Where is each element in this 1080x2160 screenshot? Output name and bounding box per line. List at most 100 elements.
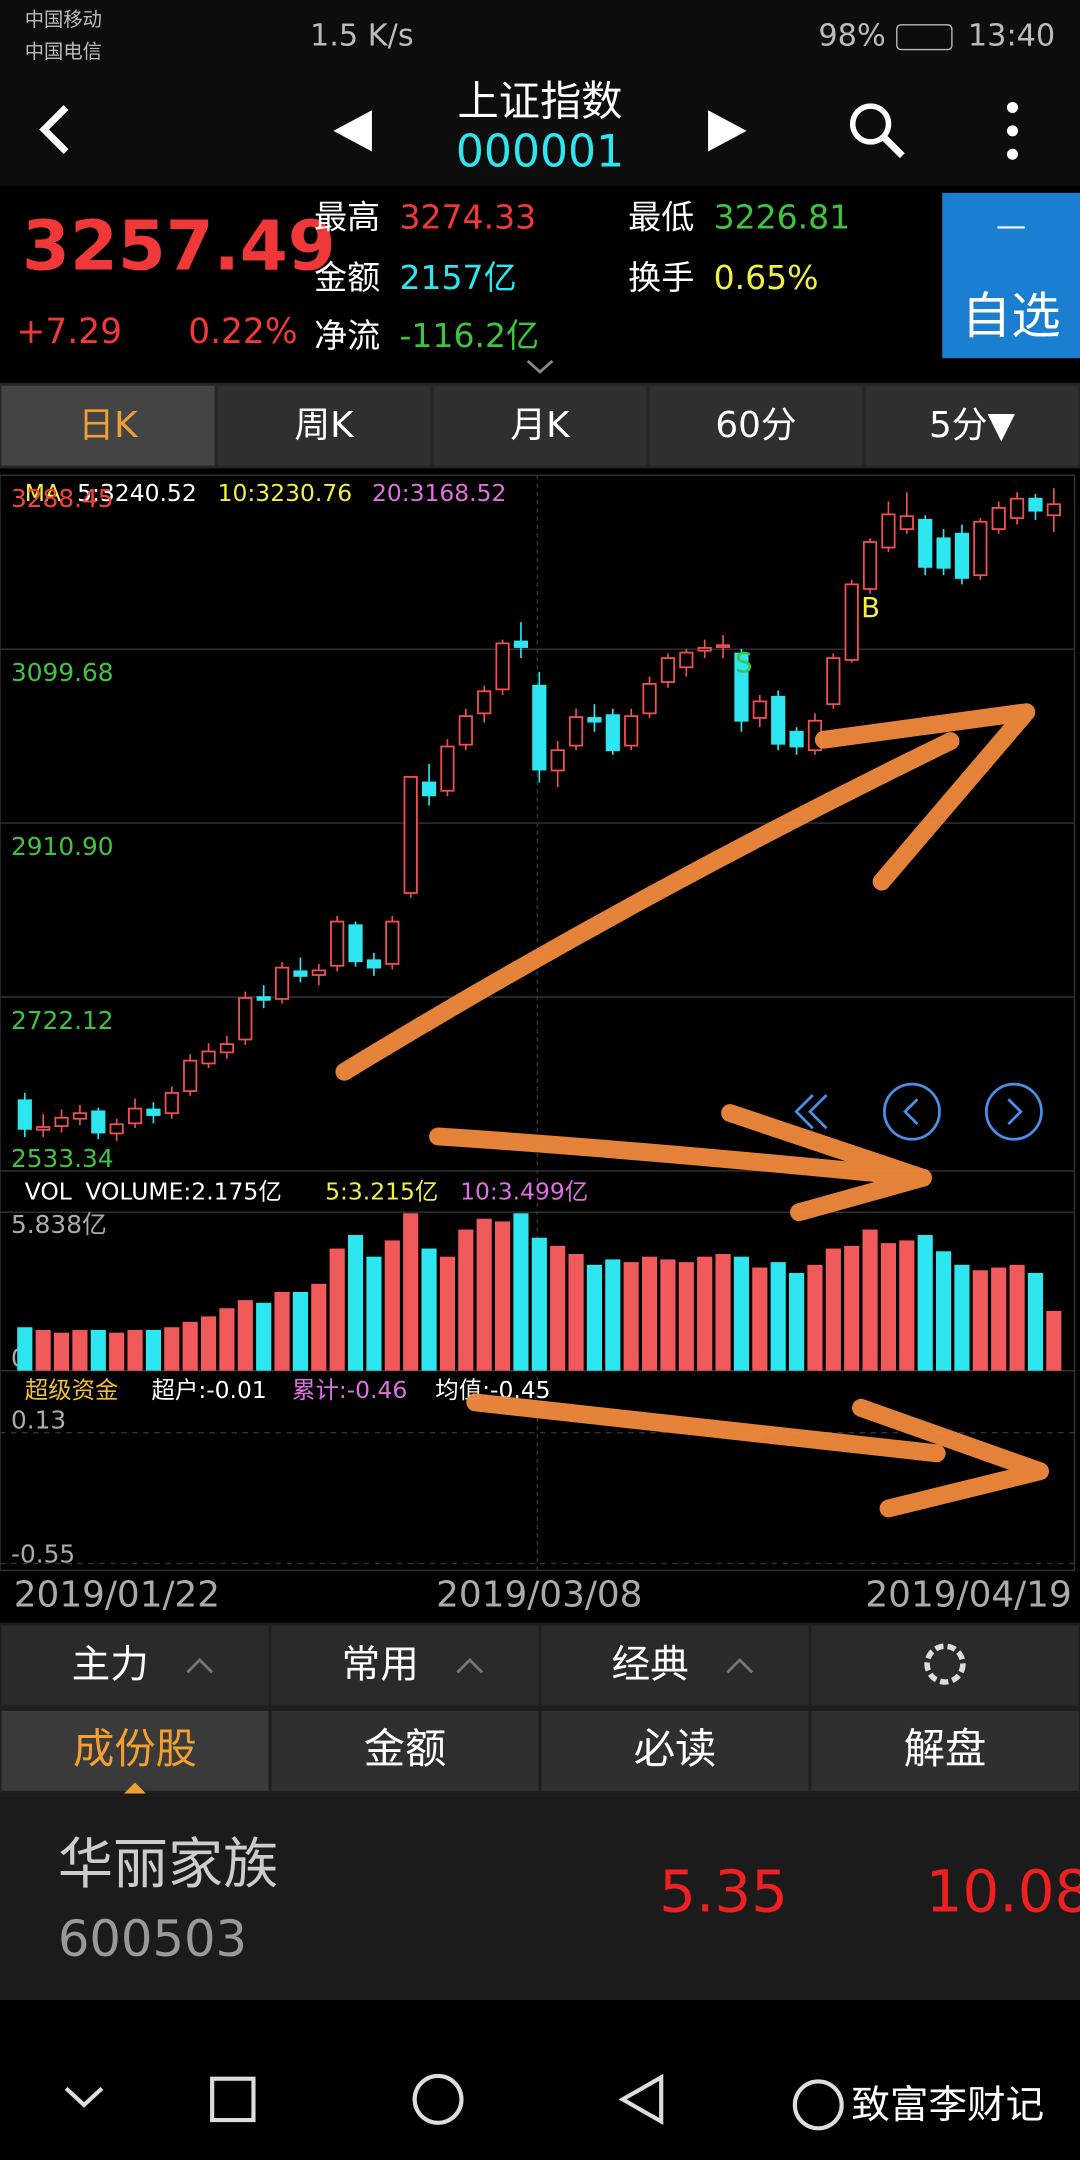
candle-body bbox=[238, 997, 253, 1041]
volume-bar bbox=[660, 1259, 676, 1371]
prev-button[interactable] bbox=[333, 110, 372, 152]
volume-bar bbox=[513, 1213, 529, 1371]
change-pct: 0.22% bbox=[188, 312, 297, 352]
dot bbox=[1006, 101, 1019, 113]
arrow bbox=[852, 1398, 1050, 1518]
watermark: 致富李财记 bbox=[851, 2083, 1044, 2128]
candle-body bbox=[146, 1108, 161, 1116]
low: 3226.81 bbox=[714, 198, 851, 237]
content-tab[interactable] bbox=[1, 1710, 269, 1791]
period-tab[interactable] bbox=[865, 385, 1079, 466]
candle-body bbox=[201, 1050, 216, 1065]
indicator-tab-label: 常用 bbox=[342, 1642, 419, 1687]
indicator-tab[interactable] bbox=[1, 1625, 269, 1706]
volume-bar bbox=[403, 1213, 419, 1371]
arrow bbox=[814, 703, 1036, 891]
candle-body bbox=[624, 715, 639, 747]
legend: 20:3168.52 bbox=[372, 479, 506, 507]
system-nav bbox=[64, 2073, 844, 2131]
volume-bar bbox=[586, 1264, 603, 1371]
stock-change: 10.08 bbox=[926, 1858, 1080, 1926]
period-tab[interactable] bbox=[217, 385, 431, 466]
x-tick-label: 2019/01/22 bbox=[14, 1575, 220, 1616]
next-page[interactable] bbox=[984, 1082, 1043, 1141]
volume-bar bbox=[991, 1267, 1007, 1371]
watch-label: 自选 bbox=[962, 287, 1061, 345]
next-button[interactable] bbox=[708, 110, 747, 152]
nav-recent[interactable] bbox=[210, 2076, 256, 2123]
volume-bar bbox=[697, 1256, 713, 1371]
high: 3274.33 bbox=[399, 198, 536, 237]
nav-down[interactable] bbox=[64, 2086, 104, 2108]
indicator-tab[interactable] bbox=[541, 1625, 809, 1706]
volume-bar bbox=[145, 1329, 162, 1371]
content-tab[interactable] bbox=[811, 1710, 1079, 1791]
carrier: 中国移动 bbox=[25, 8, 102, 31]
volume-bar bbox=[880, 1243, 897, 1371]
legend: 超级资金 bbox=[25, 1376, 119, 1404]
content-tab-label: 必读 bbox=[634, 1725, 717, 1773]
volume-bar bbox=[788, 1272, 805, 1371]
period-tab[interactable] bbox=[433, 385, 647, 466]
back-button[interactable] bbox=[39, 105, 69, 154]
search-button[interactable] bbox=[849, 103, 905, 159]
candle-body bbox=[458, 715, 473, 746]
content-tab-label: 解盘 bbox=[904, 1725, 987, 1773]
expand-icon[interactable] bbox=[526, 359, 554, 374]
volume-bar bbox=[1046, 1310, 1062, 1371]
volume-bar bbox=[182, 1321, 198, 1371]
index-code: 000001 bbox=[456, 126, 624, 177]
stock-row[interactable] bbox=[0, 1793, 1080, 2001]
candle-body bbox=[734, 652, 749, 722]
watch-button[interactable]: — 自选 bbox=[942, 192, 1080, 359]
volume-bar bbox=[1027, 1272, 1044, 1371]
content-tab[interactable] bbox=[271, 1710, 539, 1791]
stock-name: 华丽家族 bbox=[58, 1832, 278, 1896]
candle-body bbox=[348, 924, 363, 963]
x-tick-label: 2019/03/08 bbox=[436, 1575, 642, 1616]
arrow bbox=[1007, 1098, 1023, 1126]
signal-label: S bbox=[735, 647, 753, 679]
nav-home[interactable] bbox=[412, 2073, 464, 2125]
battery: 98% bbox=[818, 19, 885, 54]
legend: 5:3.215亿 bbox=[325, 1177, 438, 1205]
candle-body bbox=[587, 717, 602, 723]
volume-bar bbox=[917, 1234, 933, 1371]
arrow bbox=[721, 1104, 932, 1222]
settings-icon bbox=[924, 1643, 966, 1685]
hand-drawn-arrows bbox=[335, 703, 1050, 1518]
change: +7.29 bbox=[17, 312, 122, 352]
candle-body bbox=[771, 695, 786, 745]
candle-body bbox=[109, 1123, 124, 1135]
period-tab[interactable] bbox=[1, 385, 215, 466]
period-tab[interactable] bbox=[649, 385, 863, 466]
candle-body bbox=[183, 1059, 198, 1092]
indicator-tab[interactable] bbox=[271, 1625, 539, 1706]
label: 金额 bbox=[314, 258, 380, 297]
dot bbox=[1006, 125, 1019, 137]
volume-bar bbox=[954, 1264, 970, 1371]
settings-tab[interactable] bbox=[811, 1625, 1079, 1706]
first-button[interactable] bbox=[794, 1094, 828, 1130]
tab-indicator bbox=[123, 1782, 147, 1794]
menu-button[interactable] bbox=[1006, 101, 1019, 160]
volume-bar bbox=[366, 1256, 382, 1371]
volume-bar bbox=[825, 1248, 841, 1371]
volume-bar bbox=[53, 1332, 70, 1371]
content-tab[interactable] bbox=[541, 1710, 809, 1791]
volume-bar bbox=[568, 1253, 584, 1371]
candle-body bbox=[936, 537, 951, 569]
y-tick-label: 0.13 bbox=[11, 1406, 66, 1435]
candle-body bbox=[495, 642, 510, 691]
y-tick-label: 3099.68 bbox=[11, 658, 113, 687]
volume-bar bbox=[844, 1245, 860, 1371]
y-tick-label: 2910.90 bbox=[11, 832, 113, 861]
volume-bar bbox=[274, 1291, 290, 1371]
candle-body bbox=[311, 969, 326, 976]
candle-body bbox=[954, 532, 970, 579]
nav-back[interactable] bbox=[618, 2073, 664, 2125]
content-tab-label: 金额 bbox=[364, 1725, 447, 1773]
prev-page[interactable] bbox=[883, 1082, 941, 1141]
candle-body bbox=[844, 583, 859, 661]
